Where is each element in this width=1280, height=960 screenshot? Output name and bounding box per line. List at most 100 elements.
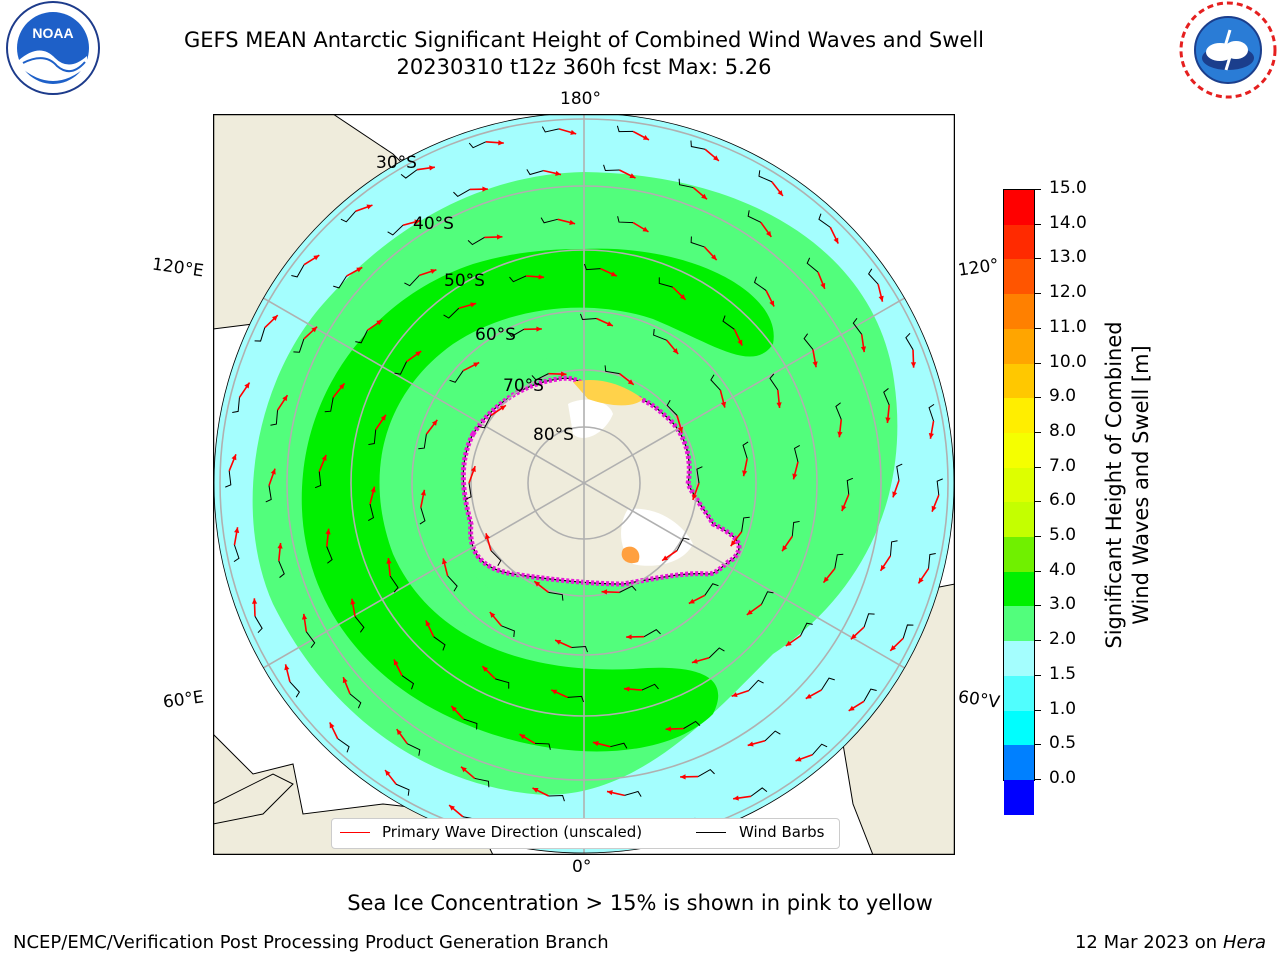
colorbar-tick-label: 6.0 [1049,490,1077,511]
wind-barb [314,471,322,489]
wind-barb [368,503,375,522]
wind-barb [760,591,774,605]
wind-barb [447,575,458,592]
longitude-gridlines [214,114,954,853]
wave-direction-arrowhead [356,267,363,273]
wave-direction-arrowhead [301,613,308,620]
sea-ice-note: Sea Ice Concentration > 15% is shown in … [347,891,933,915]
wind-barb [443,307,460,319]
lat-label-40s: 40°S [413,214,454,234]
wave-direction-arrowhead [329,722,335,729]
sea-ice-concentration-high [573,379,643,406]
wave-direction-arrowhead [425,620,431,627]
wave-direction-arrowhead [420,489,426,496]
wind-barb [541,126,559,133]
wave-direction-arrowhead [470,466,476,473]
wave-direction-arrowhead [733,795,739,801]
wind-barb [883,388,890,406]
colorbar-tick-mark [1035,536,1041,538]
wind-barb [349,693,362,709]
wave-direction-arrowhead [532,787,539,793]
colorbar-segment [1004,328,1034,365]
wind-barb [604,365,620,375]
wind-barb [507,328,525,337]
wave-direction-arrowhead [519,734,526,740]
wind-barb [690,236,705,248]
wind-barb [690,140,706,150]
wind-barb [324,397,334,413]
wind-barb [354,616,365,633]
wave-direction-arrowhead [499,405,506,411]
colorbar-tick-mark [1035,327,1041,329]
lon-label-60e: 60°E [161,687,206,713]
footer-host: Hera [1222,932,1266,953]
lon-label-120e: 120°E [150,254,205,282]
chart-title-line2: 20230310 t12z 360h fcst Max: 5.26 [396,55,772,79]
wave-direction-arrowhead [837,431,843,438]
wave-direction-arrowhead [892,491,898,498]
wave-direction-arrowhead [277,543,283,549]
wind-barb [531,373,549,381]
wave-direction-arrowhead [393,659,399,666]
wind-barb [289,681,300,698]
lon-label-180: 180° [560,89,601,109]
wave-direction-arrowhead [677,426,684,433]
colorbar-tick-label: 0.0 [1049,768,1077,788]
wind-barb [666,399,678,416]
wind-barb [490,550,502,567]
wave-direction-arrowhead [234,527,240,534]
colorbar-segment [1004,780,1034,816]
wind-barb [495,678,510,689]
wind-barb [419,507,426,525]
colorbar-segment [1004,502,1034,538]
wind-barb [889,540,898,556]
wave-direction-arrowhead [386,558,392,564]
wave-direction-arrowhead [592,741,599,747]
wave-direction-arrowhead [747,741,754,747]
wave-direction-arrowhead [642,135,649,140]
colorbar-tick-label: 1.0 [1049,698,1077,719]
wave-direction-arrowhead [812,361,818,368]
wave-direction-arrowhead [737,339,743,346]
colorbar-tick-mark [1035,258,1041,260]
wind-barb [291,264,305,278]
wave-direction-arrowhead [282,395,288,402]
wave-direction-arrowhead [680,774,686,780]
colorbar-tick-mark [1035,223,1041,225]
wave-direction-arrowhead [560,371,567,377]
colorbar-tick-label: 2.0 [1049,629,1077,650]
colorbar-tick-label: 5.0 [1049,525,1077,546]
colorbar-segment [1004,224,1034,260]
wave-direction-arrowhead [626,634,632,640]
wave-direction-arrowhead [284,664,290,671]
lat-label-70s: 70°S [503,376,544,396]
colorbar-tick-label: 12.0 [1049,282,1087,303]
wave-direction-arrowhead [555,639,562,645]
colorbar-segment [1004,432,1034,469]
wave-direction-arrowhead [805,693,812,699]
colorbar-tick-label: 1.5 [1049,663,1077,684]
wind-barb [835,402,842,420]
wind-barb [548,794,565,802]
wave-direction-arrowhead [366,204,373,210]
colorbar-segment [1004,745,1034,781]
wave-band-4-5m [301,248,774,752]
legend-wave-direction-label: Primary Wave Direction (unscaled) [382,823,643,841]
colorbar-tick-label: 14.0 [1049,212,1087,233]
colorbar-tick-mark [1035,501,1041,503]
wind-barb [389,575,399,593]
wind-barb [643,629,661,638]
wave-band-3-4m-inner [401,319,733,667]
wave-direction-arrowhead [482,666,489,672]
wind-barb [710,374,721,391]
noaa-logo-text: NOAA [32,25,73,41]
colorbar-ticks: 15.0 14.0 13.0 12.0 11.0 10.0 9.0 8.0 7.0 6.0 5.0 4… [1035,178,1095,788]
wave-direction-arrows [225,125,943,841]
wind-barb [769,373,779,391]
wind-barb [791,520,800,537]
wave-direction-arrowhead [489,612,496,618]
wind-barb [697,769,715,778]
noaa-logo: NOAA [6,1,100,95]
map-panel [212,113,956,856]
wave-direction-arrowhead [918,577,924,584]
